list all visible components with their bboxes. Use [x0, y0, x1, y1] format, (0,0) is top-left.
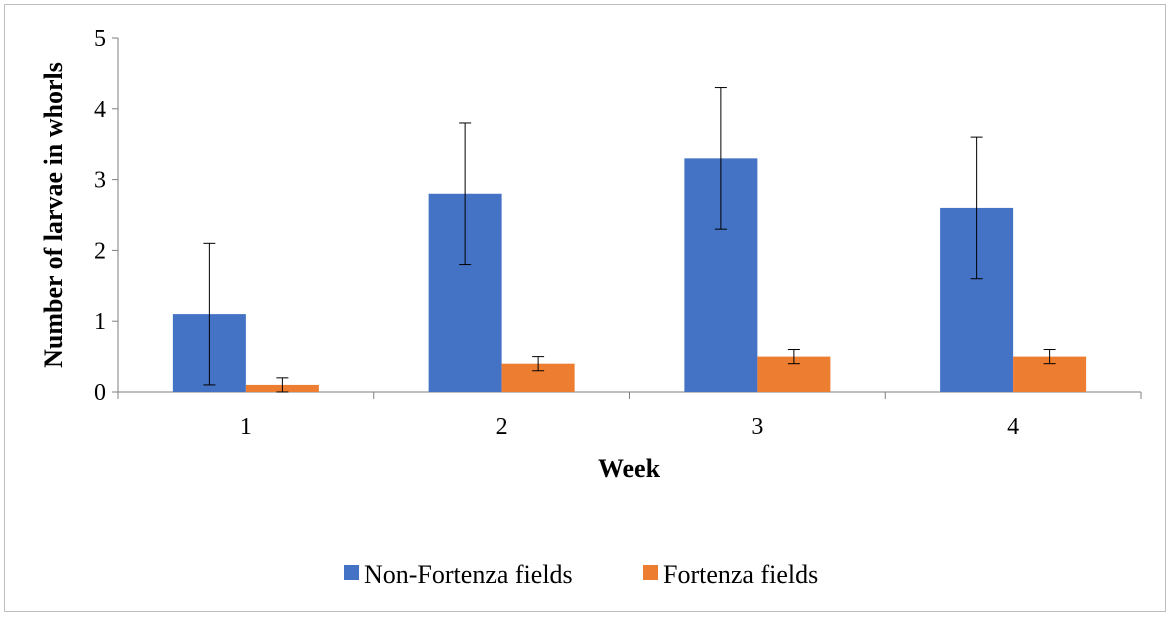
x-tick-label: 3 [751, 414, 763, 440]
legend-swatch [344, 565, 359, 580]
x-axis: 1 2 3 4 [117, 391, 1142, 440]
y-tick-label: 3 [94, 168, 106, 194]
y-tick-label: 2 [94, 238, 106, 264]
y-tick-label: 1 [94, 309, 106, 335]
y-axis-title: Number of larvae in whorls [39, 62, 68, 368]
x-tick-label: 2 [496, 414, 508, 440]
x-axis-title: Week [598, 454, 661, 483]
x-tick-label: 4 [1007, 414, 1019, 440]
legend: Non-Fortenza fields Fortenza fields [344, 560, 818, 589]
legend-swatch [643, 565, 658, 580]
error-bars-group [203, 87, 1056, 393]
legend-label: Fortenza fields [663, 560, 818, 589]
y-axis: 0 1 2 3 4 5 [94, 26, 119, 406]
y-tick-label: 0 [94, 380, 106, 406]
bars-group [172, 158, 1087, 392]
y-tick-label: 4 [94, 97, 106, 123]
x-tick-label: 1 [240, 414, 252, 440]
legend-label: Non-Fortenza fields [364, 560, 573, 589]
y-tick-label: 5 [94, 26, 106, 52]
